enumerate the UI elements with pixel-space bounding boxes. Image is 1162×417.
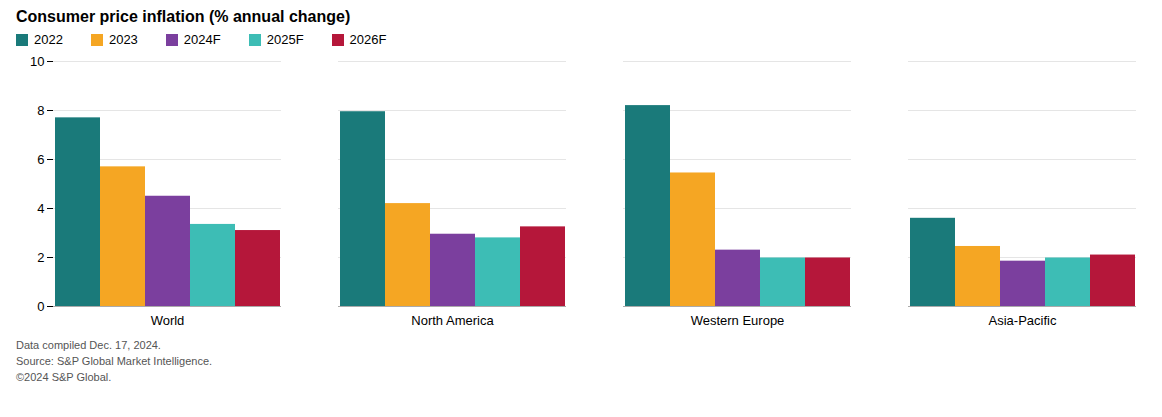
svg-text:0: 0 bbox=[37, 299, 44, 314]
svg-text:4: 4 bbox=[37, 201, 44, 216]
svg-text:10: 10 bbox=[30, 54, 44, 69]
html-text:2025F: 2025F bbox=[266, 32, 304, 47]
svg-text:World: World bbox=[151, 313, 185, 328]
svg-text:North America: North America bbox=[411, 313, 494, 328]
svg-text:8: 8 bbox=[37, 103, 44, 118]
html-text:2023: 2023 bbox=[108, 32, 138, 47]
svg-text:6: 6 bbox=[37, 152, 44, 167]
html-text:2022: 2022 bbox=[34, 32, 63, 47]
html-text:©2024 S&P Global.: ©2024 S&P Global. bbox=[16, 370, 112, 383]
html-text:2026F: 2026F bbox=[349, 32, 387, 47]
svg-text:Western Europe: Western Europe bbox=[691, 313, 785, 328]
html-text:Data compiled Dec. 17, 2024.: Data compiled Dec. 17, 2024. bbox=[16, 339, 161, 351]
html-text:2024F: 2024F bbox=[183, 32, 221, 47]
svg-text:2: 2 bbox=[37, 250, 44, 265]
html-text:Source: S&P Global Market Inte: Source: S&P Global Market Intelligence. bbox=[16, 354, 213, 367]
html-text:Consumer price inflation (% an: Consumer price inflation (% annual chang… bbox=[16, 8, 351, 25]
svg-text:Asia-Pacific: Asia-Pacific bbox=[989, 313, 1057, 328]
